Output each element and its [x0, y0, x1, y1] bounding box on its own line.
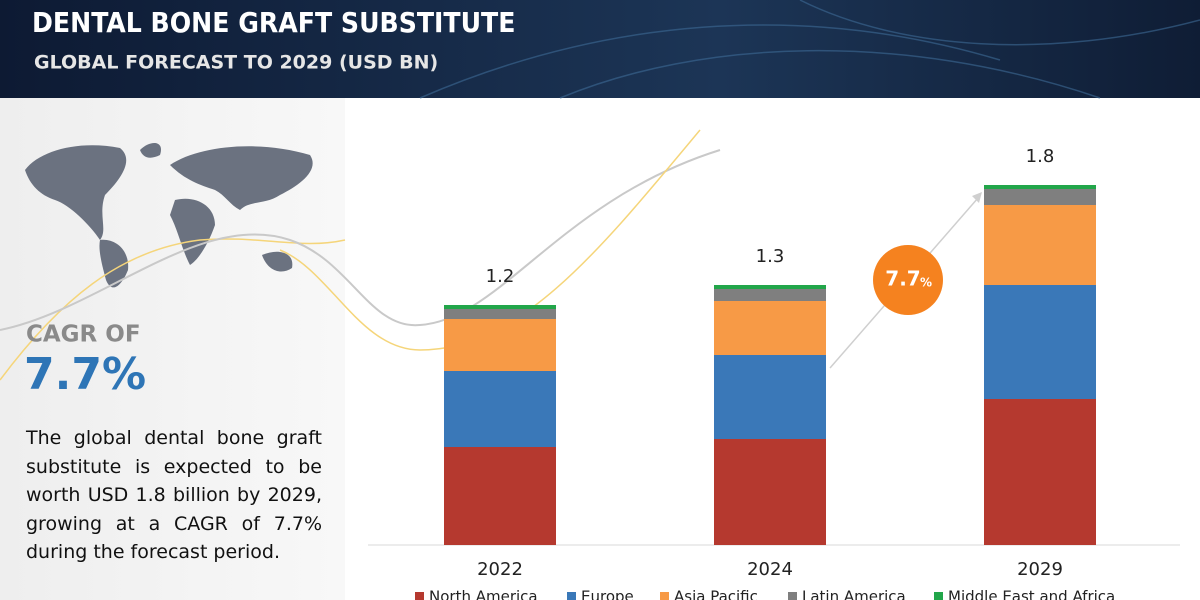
description: The global dental bone graft substitute … — [26, 427, 322, 563]
world-map — [25, 143, 313, 288]
bar-segment — [714, 285, 826, 289]
x-tick-label: 2024 — [747, 559, 793, 580]
bar-segment — [984, 205, 1096, 285]
x-tick-label: 2022 — [477, 559, 523, 580]
bar-segment — [714, 355, 826, 439]
legend-label: Europe — [581, 588, 634, 600]
legend-marker — [788, 592, 797, 600]
bar-segment — [444, 447, 556, 545]
legend-marker — [934, 592, 943, 600]
cagr-value: 7.7% — [24, 349, 146, 400]
arrow-head — [972, 192, 982, 203]
header-decor — [419, 0, 1200, 99]
bar-segment — [984, 189, 1096, 205]
cagr-bubble-value: 7.7 — [885, 267, 920, 291]
x-tick-label: 2029 — [1017, 559, 1063, 580]
bar-segment — [444, 371, 556, 447]
bar-segment — [714, 301, 826, 355]
total-label: 1.2 — [486, 266, 515, 287]
bar-segment — [444, 309, 556, 319]
subtitle: GLOBAL FORECAST TO 2029 (USD BN) — [34, 52, 438, 74]
bar-segment — [984, 399, 1096, 545]
total-label: 1.3 — [756, 246, 785, 267]
decor-line — [0, 149, 721, 331]
bar-segment — [444, 319, 556, 371]
bar-segment — [444, 305, 556, 309]
legend-marker — [660, 592, 669, 600]
header-bg — [0, 0, 1200, 98]
total-label: 1.8 — [1026, 146, 1055, 167]
bar-segment — [984, 285, 1096, 399]
bar-segment — [714, 439, 826, 545]
cagr-bubble — [873, 245, 943, 315]
legend-marker — [567, 592, 576, 600]
bar-segment — [984, 185, 1096, 189]
bar-segment — [714, 289, 826, 301]
title: DENTAL BONE GRAFT SUBSTITUTE — [32, 6, 515, 39]
cagr-label: CAGR OF — [26, 322, 141, 348]
legend-label: North America — [429, 588, 538, 600]
legend-label: Middle East and Africa — [948, 588, 1115, 600]
cagr-bubble-unit: % — [920, 276, 932, 290]
legend-label: Latin America — [802, 588, 906, 600]
decor-line — [279, 129, 701, 351]
legend-marker — [415, 592, 424, 600]
legend-label: Asia Pacific — [674, 588, 758, 600]
